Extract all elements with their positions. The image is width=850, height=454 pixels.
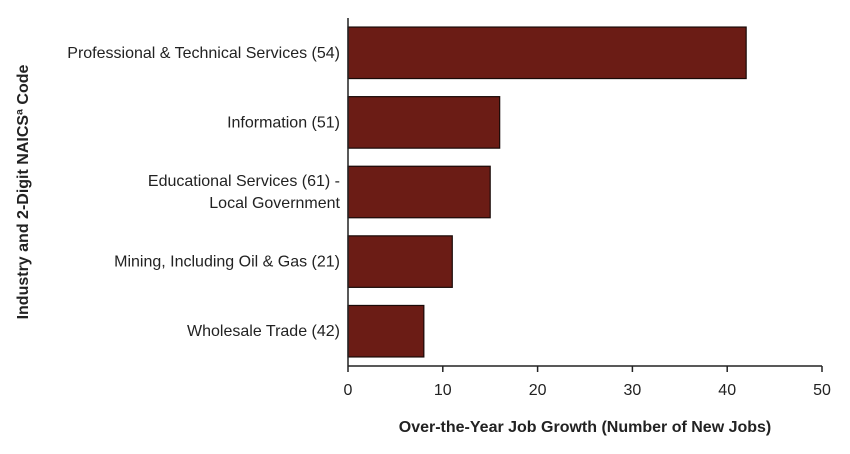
category-label-line: Professional & Technical Services (54) bbox=[67, 45, 340, 62]
category-label-3: Mining, Including Oil & Gas (21) bbox=[114, 254, 340, 271]
x-tick-label: 10 bbox=[434, 382, 452, 399]
bar-4 bbox=[347, 304, 425, 358]
bar-0 bbox=[347, 26, 747, 80]
category-label-4: Wholesale Trade (42) bbox=[187, 323, 340, 340]
x-axis-title: Over-the-Year Job Growth (Number of New … bbox=[399, 419, 772, 436]
bar-2 bbox=[347, 165, 491, 219]
x-tick-label: 20 bbox=[529, 382, 547, 399]
category-label-line: Mining, Including Oil & Gas (21) bbox=[114, 254, 340, 271]
x-tick-label: 30 bbox=[624, 382, 642, 399]
category-label-line: Wholesale Trade (42) bbox=[187, 323, 340, 340]
bars-group bbox=[347, 26, 747, 358]
x-ticks-group: 0 10 20 30 40 50 bbox=[344, 366, 831, 399]
y-axis-title: Industry and 2-Digit NAICSª Code bbox=[15, 64, 32, 319]
bar-3 bbox=[347, 235, 453, 288]
category-labels-group: Professional & Technical Services (54) In… bbox=[67, 45, 340, 340]
bar-1 bbox=[347, 96, 501, 149]
category-label-1: Information (51) bbox=[227, 114, 340, 131]
category-label-line: Educational Services (61) - bbox=[148, 173, 340, 190]
x-tick-label: 40 bbox=[718, 382, 736, 399]
x-tick-label: 50 bbox=[813, 382, 831, 399]
x-tick-label: 0 bbox=[344, 382, 353, 399]
category-label-line: Local Government bbox=[209, 195, 340, 212]
category-label-0: Professional & Technical Services (54) bbox=[67, 45, 340, 62]
category-label-2: Educational Services (61) - Local Governm… bbox=[148, 173, 341, 212]
category-label-line: Information (51) bbox=[227, 114, 340, 131]
